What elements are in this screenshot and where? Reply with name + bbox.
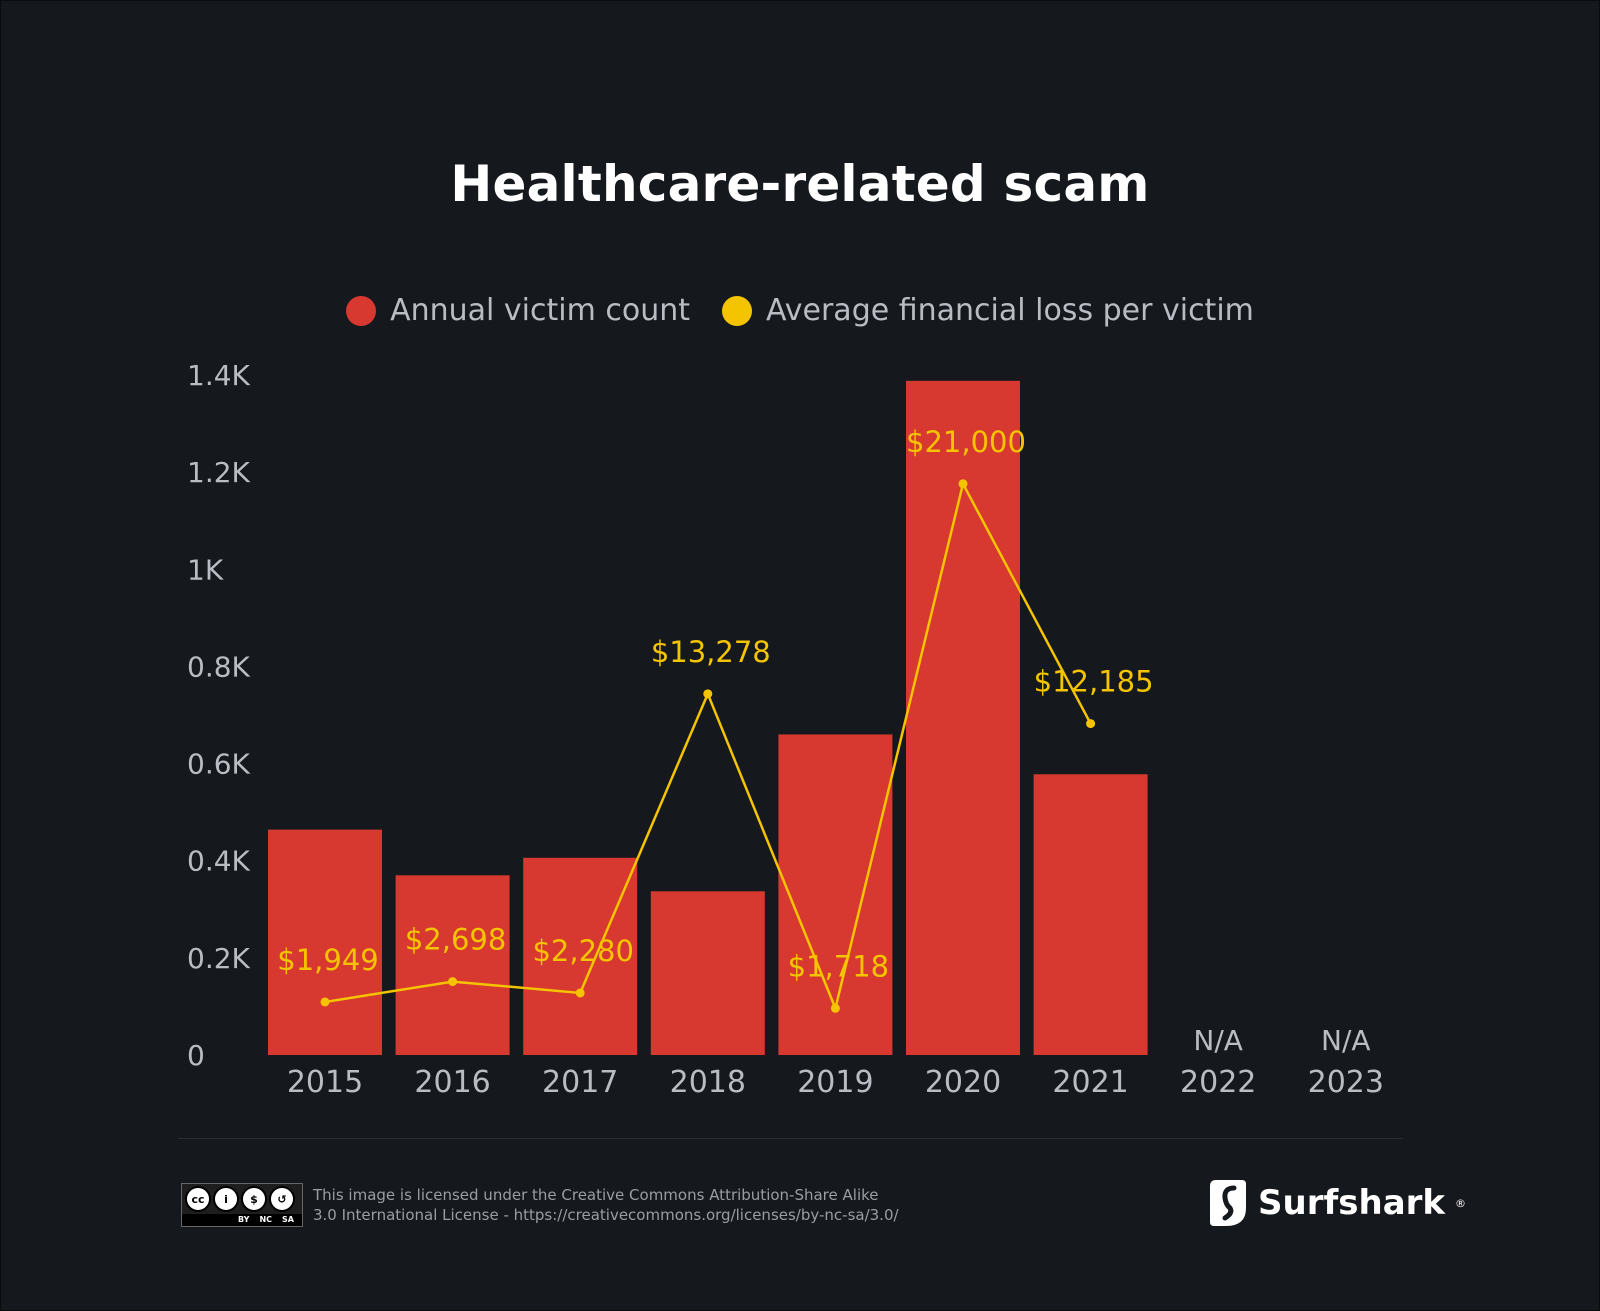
license-line-2: 3.0 International License - https://crea… [313, 1206, 899, 1224]
chart-legend: Annual victim count Average financial lo… [0, 293, 1600, 328]
x-tick-label: 2023 [1308, 1065, 1384, 1100]
brand-registered-mark: ® [1455, 1196, 1467, 1210]
bar [395, 875, 510, 1055]
data-label: $1,949 [277, 943, 378, 977]
license-text: This image is licensed under the Creativ… [313, 1185, 899, 1225]
bar [1033, 774, 1148, 1055]
data-label: $2,280 [532, 934, 633, 968]
x-tick-label: 2017 [542, 1065, 618, 1100]
data-label: $2,698 [405, 923, 506, 957]
legend-swatch-victim-count [346, 295, 377, 326]
y-tick-label: 1.2K [187, 456, 251, 489]
y-tick-label: 0 [187, 1039, 205, 1072]
data-label: $1,718 [788, 949, 889, 983]
brand-name: Surfshark [1258, 1183, 1446, 1223]
chart-plot: 0 0.2K 0.4K 0.6K 0.8K 1K 1.2K 1.4K 2015 2016 2017 2… [187, 359, 1384, 1100]
y-tick-label: 0.8K [187, 650, 251, 683]
bar [268, 829, 382, 1055]
bar [906, 380, 1020, 1055]
data-label: $13,278 [651, 635, 771, 669]
cc-nc-label: NC [259, 1215, 273, 1224]
license-footer: cc i $ ↺ BY NC SA This image is licensed… [181, 1183, 899, 1227]
line-point [320, 997, 330, 1007]
x-tick-label: 2020 [925, 1065, 1001, 1100]
y-tick-label: 0.4K [187, 845, 251, 878]
line-point [1086, 719, 1096, 729]
cc-by-label: BY [238, 1215, 250, 1224]
footer-divider [178, 1138, 1403, 1139]
legend-label-victim-count: Annual victim count [390, 293, 690, 328]
cc-icon: cc [185, 1186, 211, 1212]
share-alike-icon: ↺ [269, 1186, 295, 1212]
legend-label-avg-loss: Average financial loss per victim [766, 293, 1254, 328]
line-point [575, 988, 585, 998]
bar [523, 857, 638, 1055]
legend-item-avg-loss: Average financial loss per victim [722, 293, 1254, 328]
x-tick-label: 2016 [414, 1065, 490, 1100]
surfshark-logo-icon [1210, 1180, 1246, 1226]
x-tick-label: 2021 [1052, 1065, 1128, 1100]
x-tick-label: 2019 [797, 1065, 873, 1100]
line-point [958, 479, 968, 489]
x-tick-label: 2015 [287, 1065, 363, 1100]
data-label: $12,185 [1034, 665, 1154, 699]
brand-logo[interactable]: Surfshark ® [1208, 1178, 1466, 1228]
chart-title: Healthcare-related scam [450, 155, 1150, 213]
license-line-1: This image is licensed under the Creativ… [313, 1186, 879, 1204]
x-tick-label: 2022 [1180, 1065, 1256, 1100]
noncommercial-icon: $ [241, 1186, 267, 1212]
bar [650, 891, 765, 1055]
missing-value-label: N/A [1193, 1024, 1243, 1057]
cc-license-badge[interactable]: cc i $ ↺ BY NC SA [181, 1183, 303, 1227]
cc-sa-label: SA [282, 1215, 294, 1224]
missing-value-label: N/A [1321, 1024, 1371, 1057]
line-point [830, 1003, 840, 1013]
legend-item-victim-count: Annual victim count [346, 293, 690, 328]
data-label: $21,000 [906, 425, 1026, 459]
attribution-icon: i [213, 1186, 239, 1212]
y-tick-label: 1.4K [187, 359, 251, 392]
y-tick-label: 0.6K [187, 748, 251, 781]
y-tick-label: 1K [187, 553, 224, 586]
line-point [448, 977, 458, 987]
y-tick-label: 0.2K [187, 942, 251, 975]
legend-swatch-avg-loss [722, 295, 752, 326]
x-tick-label: 2018 [670, 1065, 746, 1100]
bar [778, 734, 893, 1055]
line-point [703, 689, 713, 699]
